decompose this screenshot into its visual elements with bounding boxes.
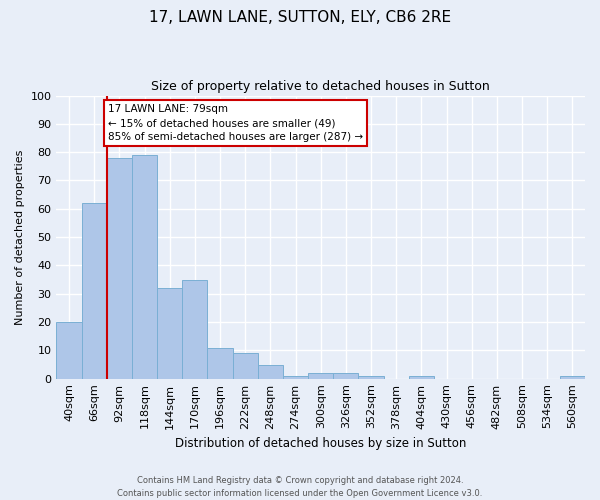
Bar [358,376,383,378]
Bar [132,155,157,378]
Bar [182,280,208,378]
Bar [560,376,585,378]
Bar [409,376,434,378]
X-axis label: Distribution of detached houses by size in Sutton: Distribution of detached houses by size … [175,437,466,450]
Bar [208,348,233,378]
Y-axis label: Number of detached properties: Number of detached properties [15,150,25,325]
Bar [107,158,132,378]
Bar [258,364,283,378]
Text: Contains HM Land Registry data © Crown copyright and database right 2024.
Contai: Contains HM Land Registry data © Crown c… [118,476,482,498]
Bar [308,373,333,378]
Text: 17 LAWN LANE: 79sqm
← 15% of detached houses are smaller (49)
85% of semi-detach: 17 LAWN LANE: 79sqm ← 15% of detached ho… [108,104,363,142]
Bar [82,203,107,378]
Bar [283,376,308,378]
Bar [333,373,358,378]
Title: Size of property relative to detached houses in Sutton: Size of property relative to detached ho… [151,80,490,93]
Bar [157,288,182,378]
Bar [56,322,82,378]
Text: 17, LAWN LANE, SUTTON, ELY, CB6 2RE: 17, LAWN LANE, SUTTON, ELY, CB6 2RE [149,10,451,25]
Bar [233,353,258,378]
